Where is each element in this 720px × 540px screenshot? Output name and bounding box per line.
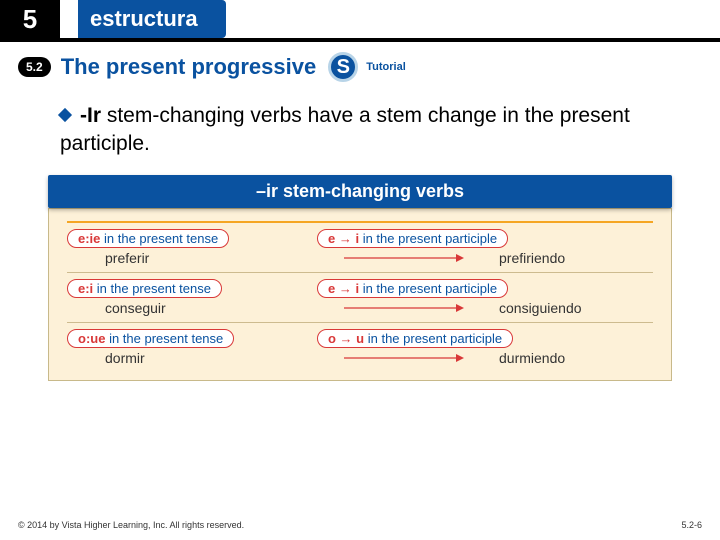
- example-row: dormir durmiendo: [67, 350, 653, 366]
- example-left: dormir: [67, 350, 317, 366]
- table-heading: –ir stem-changing verbs: [48, 175, 672, 208]
- header-label: estructura: [78, 0, 226, 38]
- example-left: preferir: [67, 250, 317, 266]
- arrow-icon: [317, 353, 491, 363]
- diamond-bullet-icon: [58, 108, 72, 122]
- rule-row: e:i in the present tense e → i in the pre…: [67, 279, 653, 298]
- bullet-text: -Ir stem-changing verbs have a stem chan…: [0, 90, 720, 175]
- chapter-number: 5: [0, 0, 60, 38]
- example-right: durmiendo: [491, 350, 653, 366]
- header-gap: [60, 0, 78, 38]
- rule-pill-left: e:ie in the present tense: [67, 229, 229, 248]
- arrow-icon: [317, 253, 491, 263]
- page-number: 5.2-6: [681, 520, 702, 530]
- s-badge-icon: S: [328, 52, 358, 82]
- row-separator: [67, 272, 653, 273]
- title-row: 5.2 The present progressive S Tutorial: [0, 42, 720, 90]
- example-left: conseguir: [67, 300, 317, 316]
- section-badge: 5.2: [18, 57, 51, 77]
- rule-pill-left: o:ue in the present tense: [67, 329, 234, 348]
- footer: © 2014 by Vista Higher Learning, Inc. Al…: [18, 520, 702, 530]
- copyright-text: © 2014 by Vista Higher Learning, Inc. Al…: [18, 520, 244, 530]
- rule-row: e:ie in the present tense e → i in the pr…: [67, 229, 653, 248]
- example-right: prefiriendo: [491, 250, 653, 266]
- tutorial-label: Tutorial: [366, 61, 406, 73]
- example-row: preferir prefiriendo: [67, 250, 653, 266]
- rule-pill-left: e:i in the present tense: [67, 279, 222, 298]
- rule-pill-right: e → i in the present participle: [317, 279, 508, 298]
- rule-pill-right: o → u in the present participle: [317, 329, 513, 348]
- bullet-rest: stem-changing verbs have a stem change i…: [60, 104, 630, 155]
- example-row: conseguir consiguiendo: [67, 300, 653, 316]
- rule-pill-right: e → i in the present participle: [317, 229, 508, 248]
- row-separator: [67, 322, 653, 323]
- page-title: The present progressive: [61, 54, 317, 80]
- table-body: e:ie in the present tense e → i in the pr…: [48, 208, 672, 381]
- arrow-icon: [317, 303, 491, 313]
- verb-table: –ir stem-changing verbs e:ie in the pres…: [48, 175, 672, 381]
- header-bar: 5 estructura: [0, 0, 720, 42]
- rule-row: o:ue in the present tense o → u in the pr…: [67, 329, 653, 348]
- bullet-prefix: -Ir: [80, 104, 101, 127]
- orange-rule: [67, 221, 653, 223]
- example-right: consiguiendo: [491, 300, 653, 316]
